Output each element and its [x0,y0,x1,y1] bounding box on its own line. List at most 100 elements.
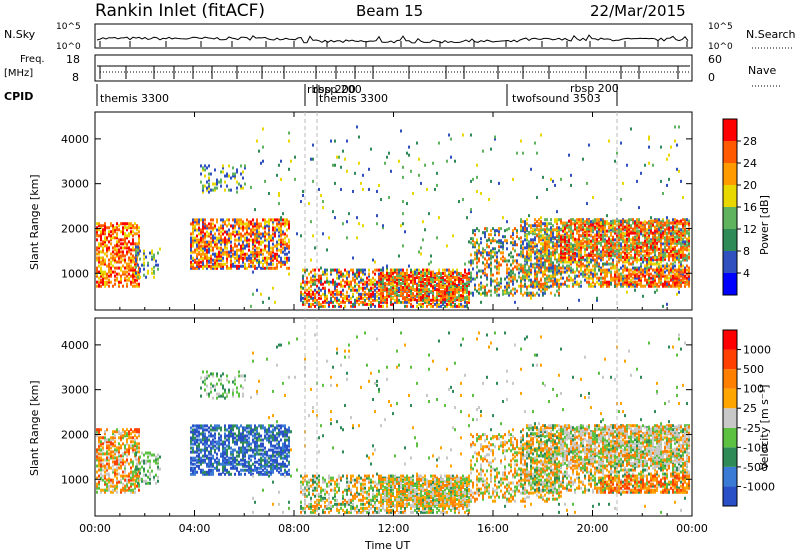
range-cell [202,230,204,234]
range-cell [478,291,480,295]
range-cell [190,236,192,240]
range-cell [582,219,584,223]
range-cell [656,221,658,225]
range-cell [630,284,632,288]
range-cell [566,231,568,235]
range-cell [426,271,428,275]
range-cell [128,266,130,270]
range-cell [496,287,498,291]
range-cell [153,265,155,269]
range-cell [394,280,396,284]
range-cell [564,244,566,248]
range-cell [400,284,402,288]
range-cell [330,290,332,294]
range-cell [490,239,492,243]
range-cell [192,266,194,270]
range-cell [352,304,354,308]
range-cell [514,277,516,281]
range-cell [666,249,668,253]
range-cell [404,298,406,302]
range-cell [544,228,546,232]
range-cell [562,237,564,241]
range-cell [444,290,446,294]
range-cell [626,284,628,288]
range-cell [368,288,370,292]
range-cell [404,273,406,277]
range-cell [230,240,232,244]
range-cell [356,270,358,274]
range-cell [194,240,196,244]
range-cell [320,294,322,298]
range-cell [650,251,652,255]
range-cell [208,164,210,168]
range-cell [190,256,192,260]
range-cell [672,262,674,266]
range-cell [534,266,536,270]
range-cell [220,246,222,250]
range-cell [116,228,118,232]
range-cell [418,294,420,298]
range-cell [400,271,402,275]
range-cell [96,228,98,232]
range-cell [448,277,450,281]
range-cell [560,284,562,288]
range-cell [664,270,666,274]
range-cell [610,239,612,243]
range-cell [660,253,662,257]
range-cell [652,237,654,241]
range-cell [414,272,416,276]
range-cell [586,253,588,257]
range-cell [516,265,518,269]
range-cell [274,232,276,236]
range-cell [510,289,512,293]
range-cell [252,252,254,256]
range-cell [124,238,126,242]
range-cell [538,218,540,222]
range-cell [538,293,540,297]
range-cell [202,186,204,190]
range-cell [634,258,636,262]
range-cell [630,253,632,257]
range-cell [258,252,260,256]
range-cell [266,258,268,262]
range-cell [520,291,522,295]
range-cell [630,249,632,253]
range-cell [374,294,376,298]
range-cell [660,223,662,227]
range-cell [102,232,104,236]
range-cell [300,292,302,296]
range-cell [550,236,552,240]
range-cell [526,255,528,259]
range-cell [157,267,159,271]
range-cell [570,225,572,229]
range-cell [358,274,360,278]
range-cell [446,288,448,292]
range-cell [412,284,414,288]
range-cell [544,282,546,286]
range-cell [96,280,98,284]
range-cell [334,286,336,290]
range-cell [100,260,102,264]
range-cell [302,300,304,304]
range-cell [308,286,310,290]
range-cell [536,280,538,284]
range-cell [410,294,412,298]
range-cell [286,258,288,262]
range-cell [128,264,130,268]
range-cell [600,258,602,262]
range-cell [236,264,238,268]
range-cell [384,300,386,304]
range-cell [548,276,550,280]
range-cell [548,222,550,226]
range-cell [536,244,538,248]
range-cell [202,262,204,266]
range-cell [604,241,606,245]
range-cell [630,218,632,222]
range-cell [112,224,114,228]
range-cell [330,298,332,302]
range-cell [342,298,344,302]
range-cell [582,257,584,261]
range-cell [474,241,476,245]
range-cell [128,258,130,262]
range-cell [396,277,398,281]
